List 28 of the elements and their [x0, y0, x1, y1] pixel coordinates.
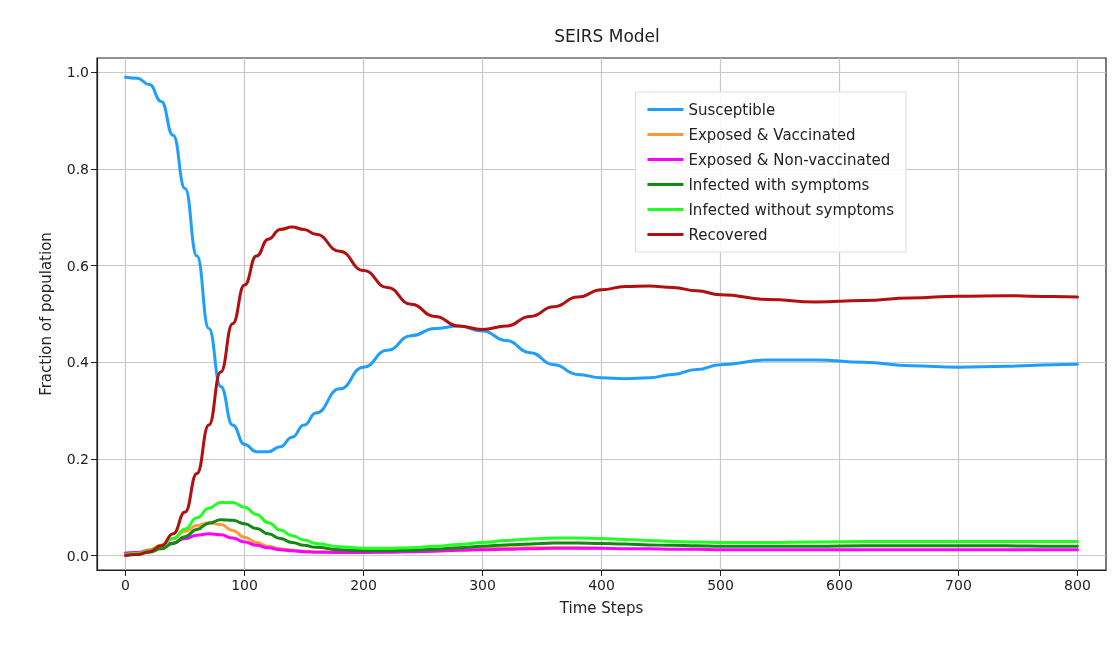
legend-label: Infected without symptoms [688, 200, 895, 219]
y-tick-label: 0.6 [66, 257, 90, 274]
x-tick-label: 600 [826, 577, 853, 593]
y-tick-label: 0.0 [66, 547, 89, 564]
line-series [124, 75, 1079, 454]
x-tick-label: 400 [588, 577, 615, 593]
y-axis-title: Fraction of population [36, 232, 55, 396]
legend-label: Infected with symptoms [688, 175, 870, 194]
x-tick-label: 200 [350, 577, 377, 593]
y-tick-label: 0.4 [66, 354, 90, 371]
x-tick-label: 500 [707, 577, 734, 593]
x-tick-label: 700 [945, 577, 972, 593]
line-series [124, 532, 1079, 555]
x-tick-label: 300 [469, 577, 496, 593]
legend-label: Exposed & Non-vaccinated [688, 150, 891, 169]
x-axis-title: Time Steps [558, 598, 644, 617]
x-tick-label: 800 [1064, 577, 1091, 593]
x-tick-label: 100 [231, 577, 258, 593]
legend-label: Susceptible [688, 100, 776, 119]
legend-label: Recovered [688, 225, 768, 244]
y-tick-label: 0.2 [66, 450, 89, 467]
y-tick-label: 1.0 [66, 64, 89, 81]
legend-label: Exposed & Vaccinated [688, 125, 856, 144]
line-series [124, 500, 1079, 557]
line-series [124, 225, 1079, 558]
x-tick-label: 0 [121, 577, 131, 593]
chart-title: SEIRS Model [554, 25, 660, 46]
y-tick-label: 0.8 [66, 161, 89, 178]
